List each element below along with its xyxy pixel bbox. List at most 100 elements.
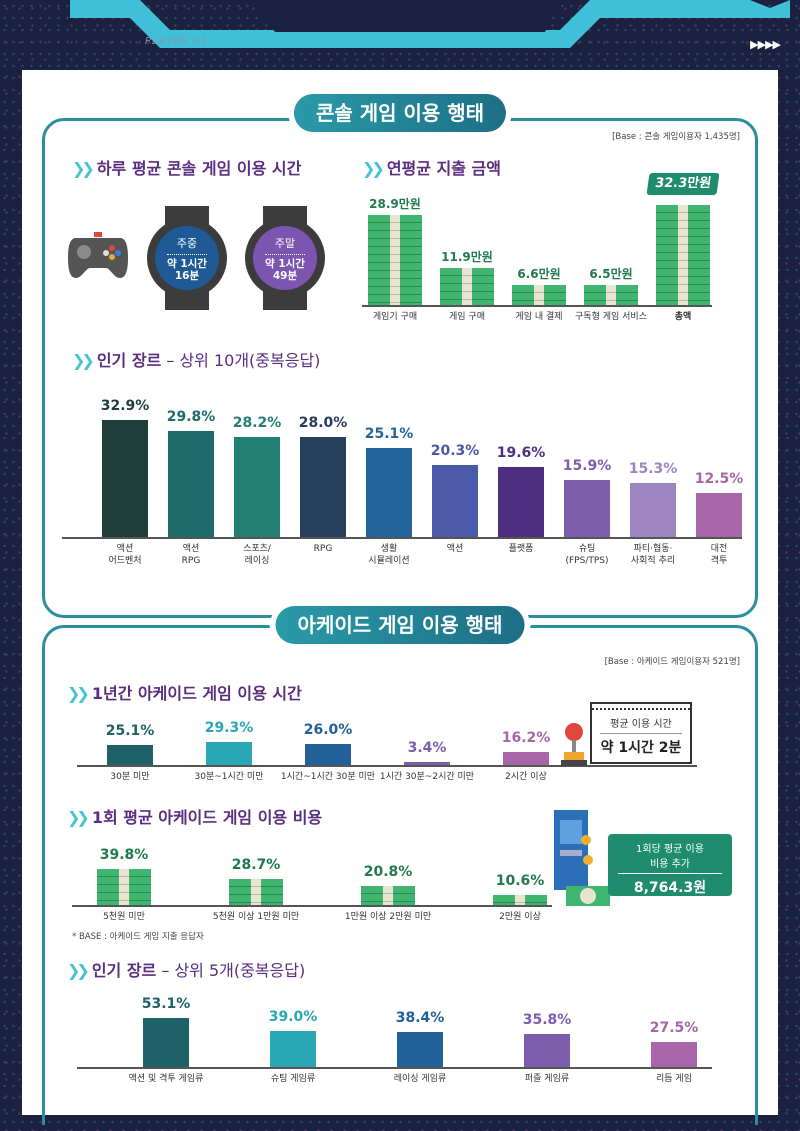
bar xyxy=(524,1034,570,1067)
bar xyxy=(300,437,346,537)
value-label: 32.3만원 xyxy=(646,172,720,195)
console-section-title: 콘솔 게임 이용 행태 xyxy=(293,94,507,132)
value-label: 25.1% xyxy=(364,425,414,442)
money-stack-bar xyxy=(361,886,415,905)
chart-baseline xyxy=(362,305,712,307)
money-stack-bar xyxy=(440,268,494,305)
category-label: 30분~1시간 미만 xyxy=(194,772,264,782)
bar xyxy=(397,1031,443,1067)
arcade-cost-heading: ❯❯ 1회 평균 아케이드 게임 이용 비용 xyxy=(67,808,323,827)
average-time-value: 약 1시간 2분 xyxy=(600,740,682,756)
money-stack-bar xyxy=(368,215,422,305)
weekday-minutes: 16분 xyxy=(174,270,200,282)
chart-baseline xyxy=(77,1067,712,1069)
money-stack-bar xyxy=(97,869,151,905)
category-label: 레이싱 게임류 xyxy=(393,1074,447,1084)
bar xyxy=(234,436,280,537)
category-label: 대전 격투 xyxy=(710,544,728,566)
category-label: 액션 및 격투 게임류 xyxy=(128,1074,204,1084)
weekend-time: 약 1시간 xyxy=(265,258,305,270)
value-label: 19.6% xyxy=(496,445,546,462)
top-frame-decoration xyxy=(70,0,790,48)
arrows-icon: ▶▶▶▶ xyxy=(750,38,781,51)
console-spend-heading: ❯❯ 연평균 지출 금액 xyxy=(362,159,501,178)
category-label: 생활 시뮬레이션 xyxy=(368,544,410,566)
category-label: 게임 구매 xyxy=(449,312,485,322)
bar xyxy=(651,1041,697,1067)
value-label: 29.3% xyxy=(204,719,254,736)
weekday-label: 주중 xyxy=(176,237,198,250)
bar xyxy=(696,492,742,537)
arcade-time-heading: ❯❯ 1년간 아케이드 게임 이용 시간 xyxy=(67,684,302,703)
category-label: 게임기 구매 xyxy=(372,312,418,322)
console-base-note: [Base : 콘솔 게임이용자 1,435명] xyxy=(612,132,740,142)
average-cost-value: 8,764.3원 xyxy=(633,880,707,896)
arcade-cost-note: * BASE : 아케이드 게임 지출 응답자 xyxy=(72,932,204,942)
category-label: 5천원 이상 1만원 미만 xyxy=(212,912,300,922)
gamepad-icon xyxy=(68,232,128,278)
bar xyxy=(503,752,549,765)
value-label: 15.3% xyxy=(628,460,678,477)
average-cost-label-2: 비용 추가 xyxy=(618,855,722,874)
chart-baseline xyxy=(62,537,742,539)
value-label: 12.5% xyxy=(694,470,744,487)
player-label: PLAYER 01 xyxy=(145,36,208,47)
bar xyxy=(270,1031,316,1067)
bar xyxy=(206,741,252,765)
category-label: 5천원 미만 xyxy=(103,912,145,922)
value-label: 27.5% xyxy=(649,1019,699,1036)
category-label: 플랫폼 xyxy=(508,544,534,554)
bar xyxy=(102,419,148,537)
value-label: 15.9% xyxy=(562,458,612,475)
category-label: 슈팅 (FPS/TPS) xyxy=(565,544,609,566)
average-time-label: 평균 이용 시간 xyxy=(600,715,682,734)
chart-baseline xyxy=(77,765,697,767)
value-label: 39.0% xyxy=(268,1009,318,1026)
value-label: 53.1% xyxy=(141,996,191,1013)
bar xyxy=(630,482,676,537)
money-stack-bar xyxy=(656,204,710,306)
value-label: 16.2% xyxy=(501,730,551,747)
joystick-icon xyxy=(561,723,587,766)
value-label: 10.6% xyxy=(495,873,545,890)
bar xyxy=(168,430,214,537)
bar xyxy=(564,480,610,537)
bar xyxy=(107,744,153,765)
console-genre-heading: ❯❯ 인기 장르 – 상위 10개(중복응답) xyxy=(72,351,321,370)
category-label: 액션 RPG xyxy=(181,544,201,566)
bar xyxy=(432,464,478,537)
value-label: 28.0% xyxy=(298,415,348,432)
value-label: 28.2% xyxy=(232,414,282,431)
category-label: 2만원 이상 xyxy=(499,912,541,922)
category-label: 2시간 이상 xyxy=(505,772,547,782)
infographic-card: 콘솔 게임 이용 행태 [Base : 콘솔 게임이용자 1,435명] ❯❯ 하… xyxy=(22,70,778,1125)
category-label: 액션 xyxy=(446,544,464,554)
average-cost-ticket: 1회당 평균 이용 비용 추가 8,764.3원 xyxy=(608,834,732,896)
category-label: 게임 내 결제 xyxy=(515,312,563,322)
money-stack-bar xyxy=(229,879,283,905)
value-label: 3.4% xyxy=(407,740,447,757)
category-label: 액션 어드벤처 xyxy=(108,544,142,566)
category-label: 1만원 이상 2만원 미만 xyxy=(344,912,432,922)
weekend-label: 주말 xyxy=(274,237,296,250)
category-label: 파티·협동· 사회적 추리 xyxy=(630,544,676,566)
category-label: 구독형 게임 서비스 xyxy=(575,312,647,322)
value-label: 32.9% xyxy=(100,397,150,414)
atm-coin-icon xyxy=(554,810,610,906)
value-label: 38.4% xyxy=(395,1009,445,1026)
money-stack-bar xyxy=(584,284,638,306)
category-label: 1시간 30분~2시간 미만 xyxy=(379,772,475,782)
value-label: 25.1% xyxy=(105,722,155,739)
value-label: 35.8% xyxy=(522,1012,572,1029)
category-label: 리듬 게임 xyxy=(656,1074,692,1084)
average-time-calendar: 평균 이용 시간 약 1시간 2분 xyxy=(590,702,692,764)
chart-baseline xyxy=(72,905,552,907)
bar xyxy=(143,1018,189,1067)
money-stack-bar xyxy=(493,895,547,905)
value-label: 20.3% xyxy=(430,442,480,459)
value-label: 28.7% xyxy=(231,857,281,874)
bar xyxy=(404,762,450,765)
value-label: 20.8% xyxy=(363,864,413,881)
category-label: 총액 xyxy=(674,312,692,322)
weekday-time: 약 1시간 xyxy=(167,258,207,270)
